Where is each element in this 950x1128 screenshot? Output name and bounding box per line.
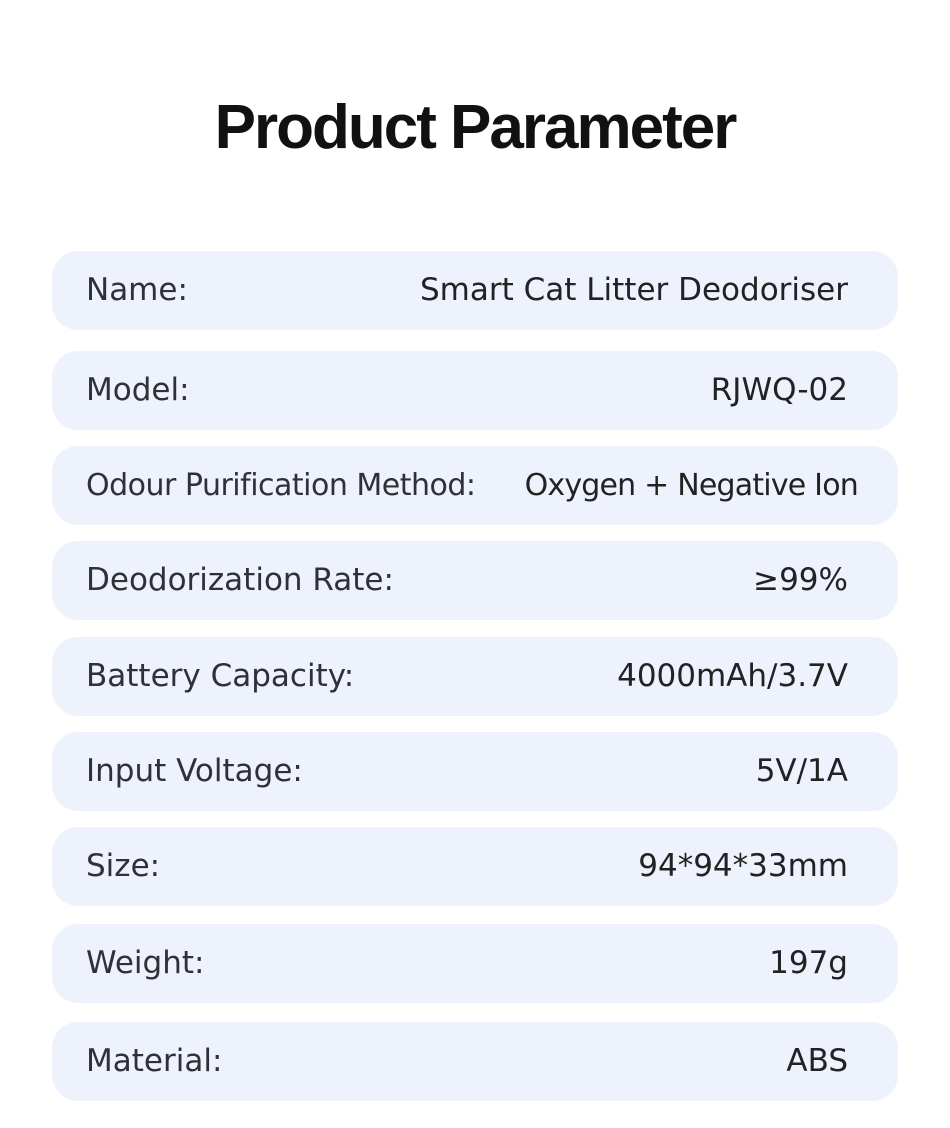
param-label: Weight: [86, 945, 205, 981]
param-value: Oxygen + Negative Ion [524, 468, 859, 503]
param-label: Material: [86, 1043, 223, 1079]
param-value: RJWQ-02 [710, 372, 848, 408]
param-label: Input Voltage: [86, 753, 303, 789]
param-value: 197g [769, 945, 848, 981]
param-value: 5V/1A [755, 753, 848, 789]
param-value: ≥99% [753, 562, 848, 598]
param-row-weight: Weight: 197g [52, 924, 898, 1003]
param-value: 94*94*33mm [638, 848, 848, 884]
param-row-size: Size: 94*94*33mm [52, 827, 898, 906]
param-value: 4000mAh/3.7V [617, 658, 848, 694]
param-row-purification-method: Odour Purification Method: Oxygen + Negat… [52, 446, 898, 525]
param-row-input-voltage: Input Voltage: 5V/1A [52, 732, 898, 811]
param-label: Size: [86, 848, 161, 884]
param-label: Odour Purification Method: [86, 468, 476, 503]
param-label: Deodorization Rate: [86, 562, 394, 598]
page-title: Product Parameter [214, 93, 738, 162]
param-row-model: Model: RJWQ-02 [52, 351, 898, 430]
param-row-material: Material: ABS [52, 1022, 898, 1101]
param-value: ABS [786, 1043, 848, 1079]
param-label: Name: [86, 272, 188, 308]
param-value: Smart Cat Litter Deodoriser [419, 272, 848, 308]
param-row-deodorization-rate: Deodorization Rate: ≥99% [52, 541, 898, 620]
param-row-battery-capacity: Battery Capacity: 4000mAh/3.7V [52, 637, 898, 716]
param-label: Battery Capacity: [86, 658, 355, 694]
param-row-name: Name: Smart Cat Litter Deodoriser [52, 251, 898, 330]
param-label: Model: [86, 372, 190, 408]
